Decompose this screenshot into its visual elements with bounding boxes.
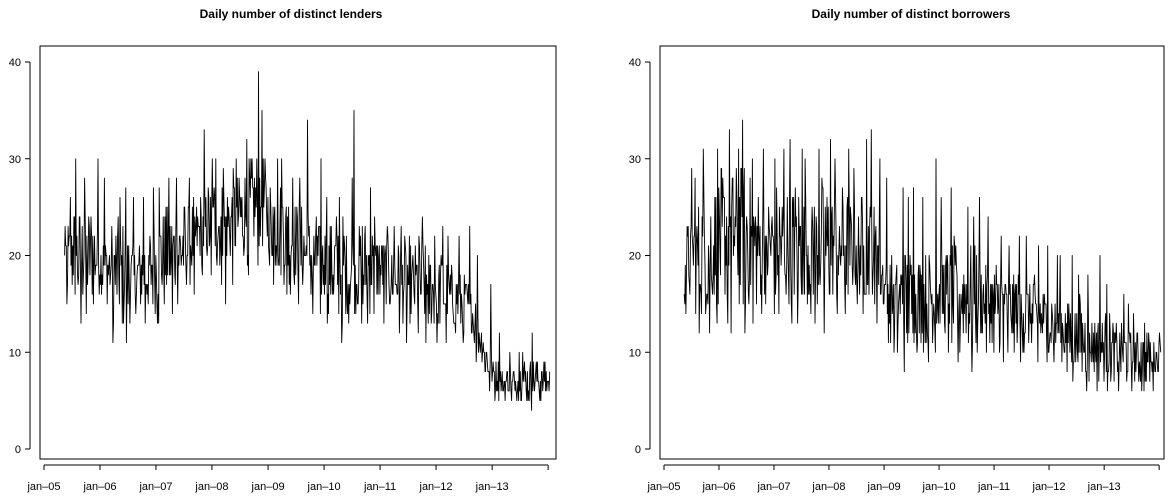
series-lines xyxy=(64,71,551,411)
x-tick-label: jan–09 xyxy=(251,481,285,493)
chart-title: Daily number of distinct lenders xyxy=(200,7,383,21)
x-axis: jan–05 jan–06 jan–07 jan–08 jan–09 jan–10 jan–… xyxy=(26,464,549,493)
series-line xyxy=(64,71,551,411)
x-tick-label: jan–06 xyxy=(701,481,735,493)
y-tick-label: 20 xyxy=(9,251,21,263)
x-tick-label: jan–13 xyxy=(475,481,509,493)
chart-title: Daily number of distinct borrowers xyxy=(812,7,1011,21)
x-tick-label: jan–12 xyxy=(419,481,453,493)
x-tick-label: jan–13 xyxy=(1087,481,1121,493)
x-tick-label: jan–08 xyxy=(811,481,845,493)
lenders-chart-panel: Daily number of distinct lenders 0 10 20 30… xyxy=(9,7,557,493)
y-tick-label: 40 xyxy=(629,57,641,69)
x-tick-label: jan–11 xyxy=(363,481,396,493)
x-tick-label: jan–07 xyxy=(756,481,790,493)
y-tick-label: 40 xyxy=(9,57,21,69)
plot-frame xyxy=(39,45,557,460)
series-line xyxy=(683,119,1162,392)
x-tick-label: jan–09 xyxy=(867,481,901,493)
y-tick-label: 30 xyxy=(629,154,641,166)
y-tick-label: 10 xyxy=(629,347,641,359)
x-tick-label: jan–12 xyxy=(1032,481,1066,493)
y-tick-label: 0 xyxy=(15,444,21,456)
x-axis: jan–05 jan–06 jan–07 jan–08 jan–09 jan–10 jan–… xyxy=(646,464,1160,493)
y-tick-label: 0 xyxy=(635,444,641,456)
x-tick-label: jan–05 xyxy=(26,481,60,493)
x-tick-label: jan–06 xyxy=(82,481,116,493)
y-tick-label: 30 xyxy=(9,154,21,166)
x-tick-label: jan–10 xyxy=(922,481,956,493)
x-tick-label: jan–10 xyxy=(307,481,341,493)
series-lines xyxy=(683,119,1162,392)
y-tick-label: 10 xyxy=(9,347,21,359)
borrowers-chart-panel: Daily number of distinct borrowers 0 10 20… xyxy=(629,7,1165,493)
x-tick-label: jan–07 xyxy=(138,481,172,493)
y-axis: 0 10 20 30 40 xyxy=(629,57,651,456)
x-tick-label: jan–05 xyxy=(646,481,680,493)
y-tick-label: 20 xyxy=(629,251,641,263)
x-tick-label: jan–08 xyxy=(194,481,228,493)
y-axis: 0 10 20 30 40 xyxy=(9,57,31,456)
plot-frame xyxy=(659,45,1165,460)
x-tick-label: jan–11 xyxy=(977,481,1010,493)
